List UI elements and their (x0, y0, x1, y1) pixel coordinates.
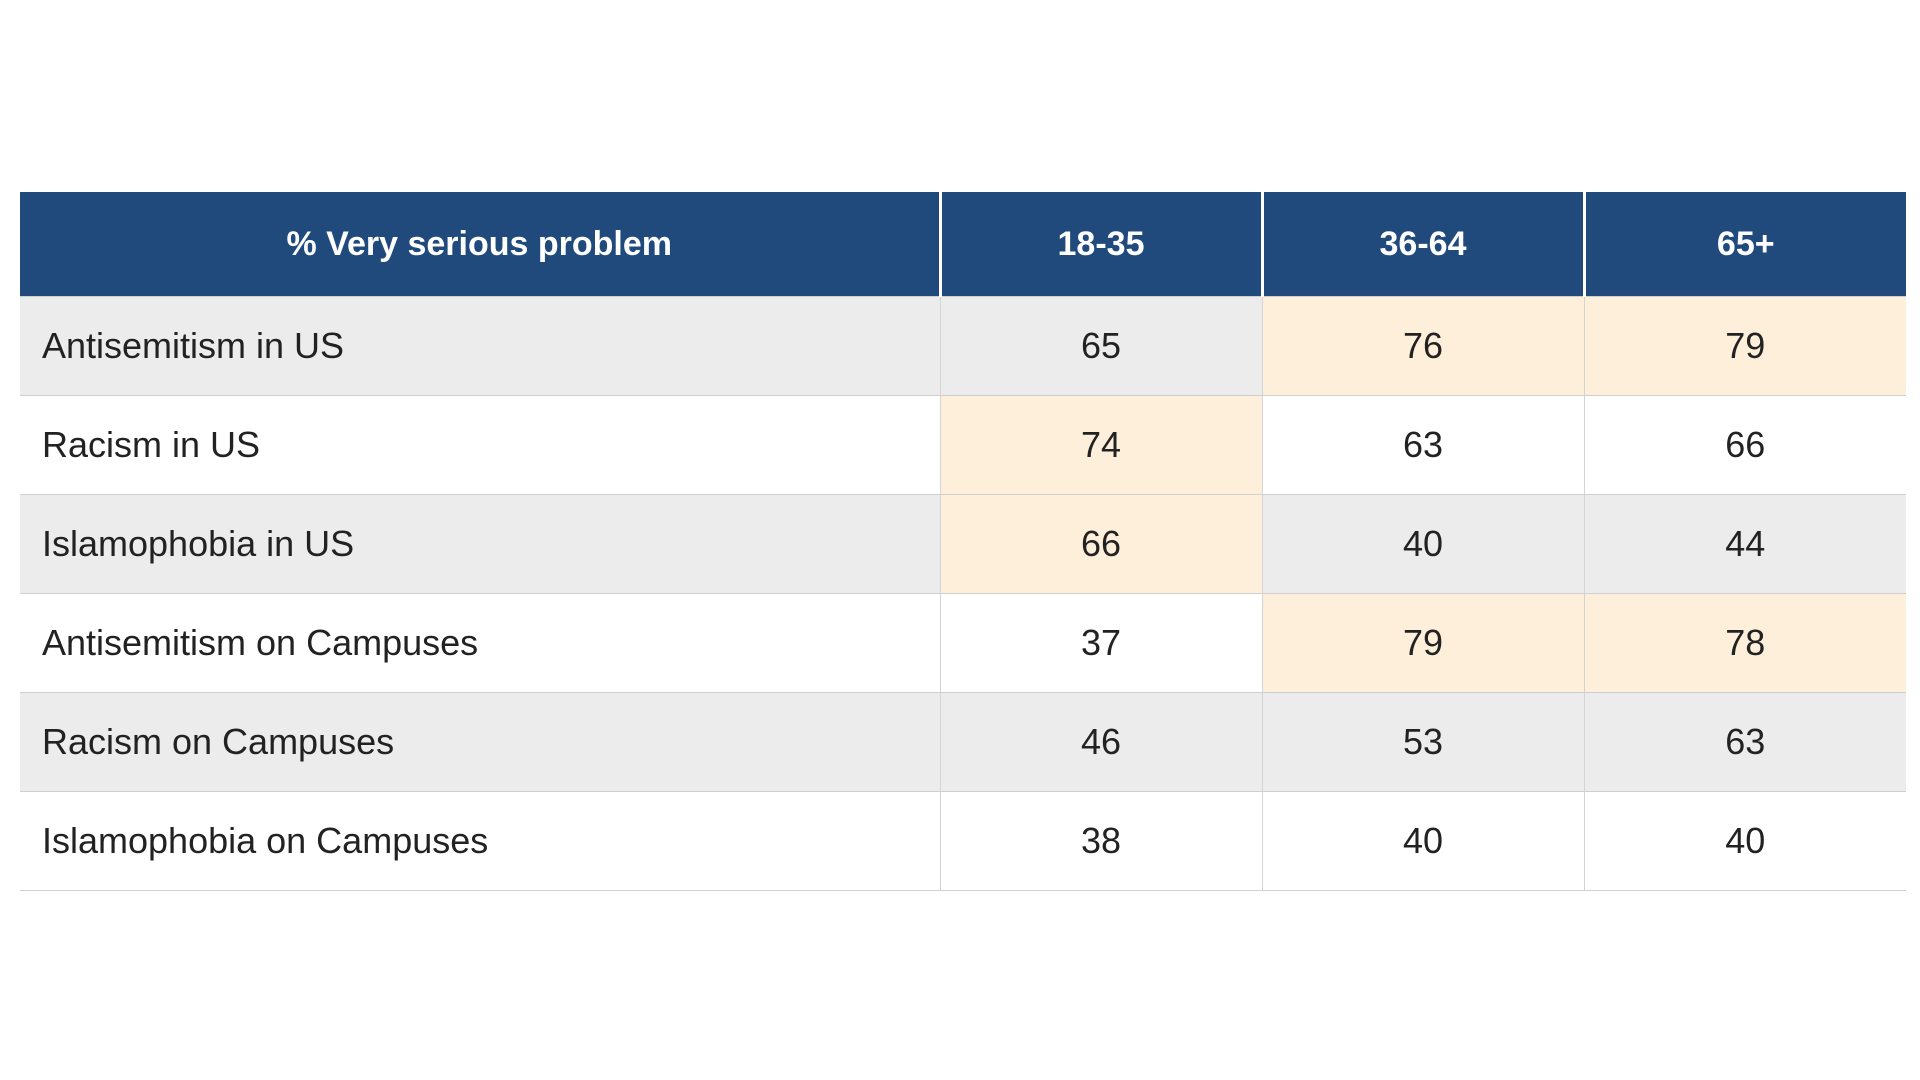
column-header-18-35: 18-35 (938, 192, 1262, 297)
data-table: % Very serious problem 18-35 36-64 65+ A… (20, 192, 1906, 891)
value-cell-highlighted: 74 (939, 395, 1262, 495)
value-cell: 44 (1583, 494, 1906, 594)
value-cell: 63 (1261, 395, 1584, 495)
value-cell: 37 (939, 593, 1262, 693)
data-table-container: % Very serious problem 18-35 36-64 65+ A… (20, 192, 1906, 891)
column-header-65-plus: 65+ (1582, 192, 1906, 297)
row-label: Racism in US (20, 395, 940, 495)
table-row: Racism in US 74 63 66 (20, 395, 1906, 495)
value-cell: 40 (1261, 791, 1584, 891)
value-cell: 40 (1583, 791, 1906, 891)
value-cell: 46 (939, 692, 1262, 792)
table-row: Islamophobia in US 66 40 44 (20, 494, 1906, 594)
table-body: Antisemitism in US 65 76 79 Racism in US… (20, 296, 1906, 891)
value-cell: 53 (1261, 692, 1584, 792)
value-cell-highlighted: 76 (1261, 296, 1584, 396)
table-row: Racism on Campuses 46 53 63 (20, 692, 1906, 792)
value-cell-highlighted: 66 (939, 494, 1262, 594)
value-cell: 66 (1583, 395, 1906, 495)
table-row: Antisemitism on Campuses 37 79 78 (20, 593, 1906, 693)
value-cell: 63 (1583, 692, 1906, 792)
row-label: Racism on Campuses (20, 692, 940, 792)
header-label-cell: % Very serious problem (20, 192, 940, 297)
value-cell-highlighted: 79 (1583, 296, 1906, 396)
value-cell-highlighted: 78 (1583, 593, 1906, 693)
table-header-row: % Very serious problem 18-35 36-64 65+ (20, 192, 1906, 297)
table-row: Antisemitism in US 65 76 79 (20, 296, 1906, 396)
value-cell: 38 (939, 791, 1262, 891)
column-header-36-64: 36-64 (1260, 192, 1584, 297)
value-cell-highlighted: 79 (1261, 593, 1584, 693)
value-cell: 65 (939, 296, 1262, 396)
row-label: Antisemitism on Campuses (20, 593, 940, 693)
value-cell: 40 (1261, 494, 1584, 594)
row-label: Islamophobia on Campuses (20, 791, 940, 891)
table-row: Islamophobia on Campuses 38 40 40 (20, 791, 1906, 891)
row-label: Antisemitism in US (20, 296, 940, 396)
row-label: Islamophobia in US (20, 494, 940, 594)
